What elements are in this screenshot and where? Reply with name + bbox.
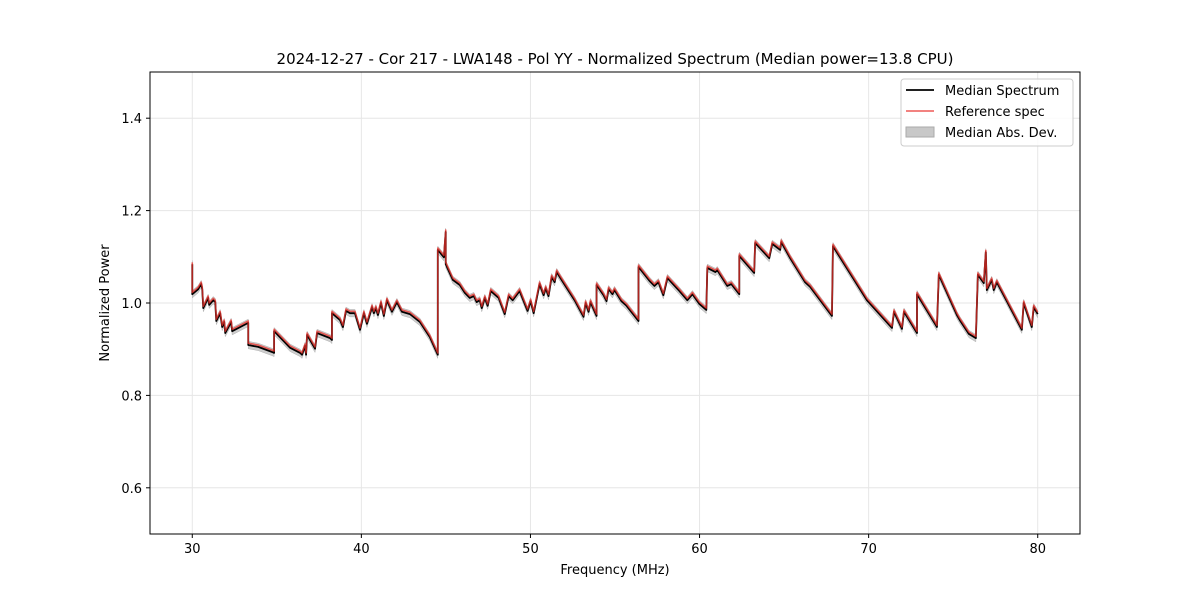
mad-band (192, 228, 1038, 359)
legend-reference-label: Reference spec (945, 105, 1045, 120)
x-tick-label: 60 (691, 542, 708, 557)
reference-spectrum-line (191, 229, 1039, 354)
legend-median-label: Median Spectrum (945, 84, 1059, 99)
y-tick-label: 0.8 (121, 389, 142, 404)
legend-mad-label: Median Abs. Dev. (945, 126, 1057, 141)
x-tick-label: 80 (1029, 542, 1046, 557)
chart-title: 2024-12-27 - Cor 217 - LWA148 - Pol YY -… (277, 50, 954, 68)
y-tick-label: 1.4 (121, 112, 142, 127)
legend-mad-swatch (905, 126, 935, 138)
x-tick-label: 70 (860, 542, 877, 557)
legend: Median Spectrum Reference spec Median Ab… (900, 78, 1074, 147)
y-tick-label: 0.6 (121, 482, 142, 497)
y-tick-label: 1.2 (121, 205, 142, 220)
y-axis-label: Normalized Power (98, 244, 113, 362)
x-tick-label: 30 (184, 542, 201, 557)
x-axis-label: Frequency (MHz) (560, 563, 669, 578)
x-tick-label: 50 (522, 542, 539, 557)
y-tick-label: 1.0 (121, 297, 142, 312)
x-tick-label: 40 (353, 542, 370, 557)
